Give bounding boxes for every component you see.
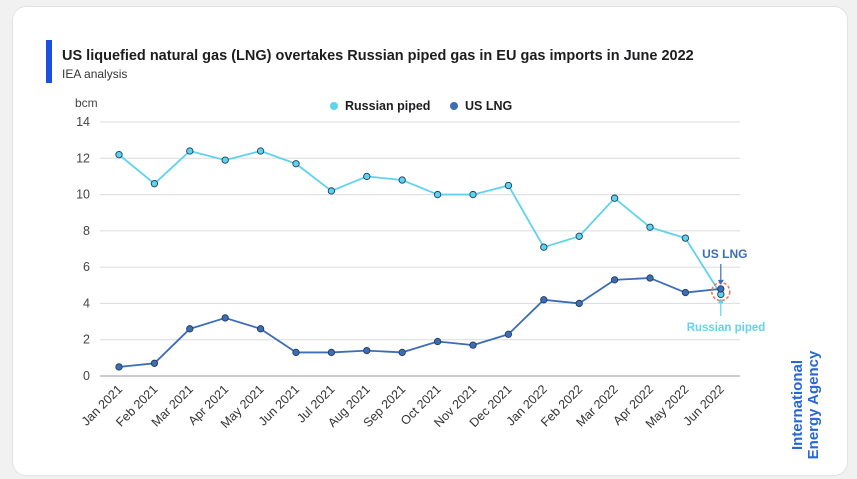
data-point — [504, 330, 513, 338]
y-tick-label: 0 — [83, 369, 90, 383]
data-point — [186, 325, 194, 333]
series-us-lng — [115, 274, 725, 371]
legend-label-us-lng: US LNG — [465, 99, 512, 113]
legend-marker — [450, 102, 458, 110]
data-point — [398, 176, 406, 184]
data-point — [433, 337, 442, 346]
y-axis-unit: bcm — [75, 96, 98, 110]
chart-subtitle: IEA analysis — [62, 67, 128, 81]
data-point — [540, 296, 548, 304]
data-point — [681, 288, 690, 297]
data-point — [363, 172, 371, 181]
y-tick-label: 8 — [83, 224, 90, 238]
data-point — [221, 156, 229, 164]
series-line-us-lng — [118, 277, 721, 368]
legend-label-russian-piped: Russian piped — [345, 99, 430, 113]
data-point — [575, 299, 583, 308]
y-tick-label: 4 — [83, 296, 90, 310]
data-point — [327, 348, 336, 357]
data-point — [150, 180, 159, 188]
data-point — [256, 147, 265, 155]
data-point — [221, 314, 229, 322]
legend-marker — [330, 102, 338, 110]
annotation-russian-piped: Russian piped — [687, 322, 766, 334]
data-point — [717, 285, 725, 293]
series-lines — [115, 147, 725, 371]
data-point — [575, 232, 583, 240]
data-point — [327, 187, 336, 195]
annotation-us-lng: US LNG — [702, 247, 747, 261]
data-point — [504, 181, 513, 190]
data-point — [256, 325, 265, 333]
organization-line-1: International — [789, 360, 806, 451]
data-point — [363, 346, 371, 355]
legend: Russian piped US LNG — [330, 99, 512, 113]
title-accent-bar — [46, 40, 52, 83]
data-point — [469, 190, 477, 199]
data-point — [292, 160, 300, 168]
data-point — [646, 223, 654, 231]
data-point — [115, 151, 123, 159]
data-point — [433, 190, 442, 199]
y-tick-label: 6 — [83, 260, 90, 274]
series-line-russian-piped — [118, 150, 722, 295]
gridlines — [100, 121, 740, 377]
data-point — [681, 234, 690, 242]
data-point — [646, 274, 654, 282]
data-point — [469, 341, 477, 349]
data-point — [115, 363, 123, 371]
chart-title: US liquefied natural gas (LNG) overtakes… — [62, 48, 694, 64]
data-point — [610, 276, 619, 284]
data-point — [186, 147, 194, 155]
annotation-arrowhead-us-lng — [717, 279, 724, 285]
chart-card — [12, 6, 848, 476]
y-tick-label: 10 — [76, 188, 90, 202]
y-tick-label: 12 — [76, 151, 90, 165]
data-point — [292, 348, 300, 357]
data-point — [150, 359, 159, 367]
data-point — [540, 243, 548, 251]
y-tick-labels: 0 2 4 6 8 10 12 14 — [76, 115, 90, 383]
annotation-arrowhead-russian-piped — [717, 298, 724, 304]
organization-logo-text: International Energy Agency — [789, 350, 822, 460]
y-tick-label: 14 — [76, 115, 90, 129]
organization-line-2: Energy Agency — [805, 350, 822, 460]
series-russian-piped — [115, 147, 725, 299]
y-tick-label: 2 — [83, 333, 90, 347]
data-point — [610, 194, 619, 202]
data-point — [398, 348, 406, 357]
annotations: US LNG Russian piped — [687, 247, 766, 334]
